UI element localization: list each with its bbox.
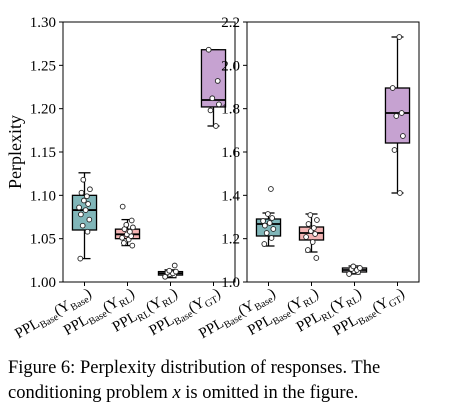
data-point (261, 241, 268, 247)
data-point (314, 217, 320, 223)
y-tick-label: 1.05 (30, 232, 56, 248)
y-tick-label: 1.0 (221, 275, 240, 291)
data-point (209, 95, 216, 102)
y-tick-label: 1.15 (30, 145, 56, 161)
right-box-plot: 1.01.21.41.61.82.02.2PPLBase(YBase)PPLBa… (196, 15, 420, 342)
figure-panels: Perplexity 1.00 1.05 1.10 1.15 1.20 1.25 1.30 P… (5, 15, 420, 342)
data-point (350, 263, 357, 270)
y-tick-label: 2.2 (221, 15, 240, 31)
y-tick-label: 1.00 (30, 275, 56, 291)
y-tick-label: 1.20 (30, 102, 56, 118)
y-tick-label: 1.6 (221, 145, 240, 161)
data-point (265, 211, 271, 217)
data-point (166, 267, 173, 274)
data-point (391, 147, 398, 153)
data-point (85, 201, 91, 207)
y-axis-label: Perplexity (5, 115, 25, 189)
data-point (270, 226, 277, 232)
data-point (346, 271, 352, 277)
y-tick-label: 1.10 (30, 188, 56, 204)
data-point (76, 204, 82, 211)
data-point (81, 197, 87, 204)
y-tick-label: 1.2 (221, 232, 240, 248)
data-point (119, 203, 126, 210)
data-point (313, 255, 320, 261)
data-point (173, 268, 179, 275)
data-point (87, 186, 93, 193)
data-point (162, 273, 168, 280)
data-point (397, 190, 403, 196)
data-point (84, 228, 91, 235)
data-point (213, 123, 219, 129)
caption-line-1: Figure 6: Perplexity distribution of res… (8, 358, 381, 378)
data-point (84, 193, 90, 200)
data-point (393, 113, 400, 119)
figure-caption: Figure 6: Perplexity distribution of res… (8, 356, 460, 406)
data-point (214, 78, 221, 84)
data-point (389, 85, 396, 91)
data-point (119, 234, 125, 241)
data-point (396, 34, 403, 40)
caption-line-2: conditioning problem x is omitted in the… (8, 381, 460, 406)
data-point (205, 46, 212, 53)
data-point (305, 247, 311, 253)
data-point (78, 211, 84, 218)
data-point (77, 255, 84, 262)
data-point (128, 217, 135, 224)
data-point (262, 222, 268, 229)
data-point (400, 133, 406, 139)
data-point (80, 176, 87, 183)
data-point (130, 224, 136, 231)
caption-line-2-end: is omitted in the figure. (180, 383, 359, 403)
data-point (268, 186, 274, 192)
data-point (121, 240, 127, 246)
data-point (357, 265, 363, 271)
data-point (309, 239, 316, 245)
data-point (171, 262, 178, 269)
data-point (266, 220, 273, 226)
x-tick-label: PPLBase(YGT) (331, 286, 409, 341)
data-point (79, 222, 86, 229)
data-point (305, 221, 312, 227)
data-point (216, 101, 222, 108)
data-point (312, 231, 318, 237)
y-tick-label: 2.0 (221, 58, 240, 74)
data-point (263, 230, 270, 236)
data-point (269, 215, 275, 221)
data-point (129, 242, 136, 249)
data-point (78, 189, 85, 196)
y-tick-label: 1.30 (30, 15, 56, 31)
data-point (307, 212, 314, 218)
data-point (207, 107, 214, 114)
caption-line-2-start: conditioning problem (8, 383, 173, 403)
data-point (127, 228, 133, 235)
y-tick-label: 1.8 (221, 102, 240, 118)
data-point (303, 234, 309, 240)
caption-variable: x (172, 383, 181, 403)
data-point (260, 218, 266, 224)
data-point (268, 235, 275, 241)
y-tick-label: 1.25 (30, 58, 56, 74)
data-point (86, 216, 93, 223)
data-point (82, 207, 89, 213)
y-tick-label: 1.4 (221, 188, 240, 204)
data-point (311, 225, 317, 231)
data-point (398, 110, 405, 116)
data-point (123, 221, 130, 228)
left-box-plot: 1.001.051.101.151.201.251.30PPLBase(YBas… (12, 15, 236, 342)
